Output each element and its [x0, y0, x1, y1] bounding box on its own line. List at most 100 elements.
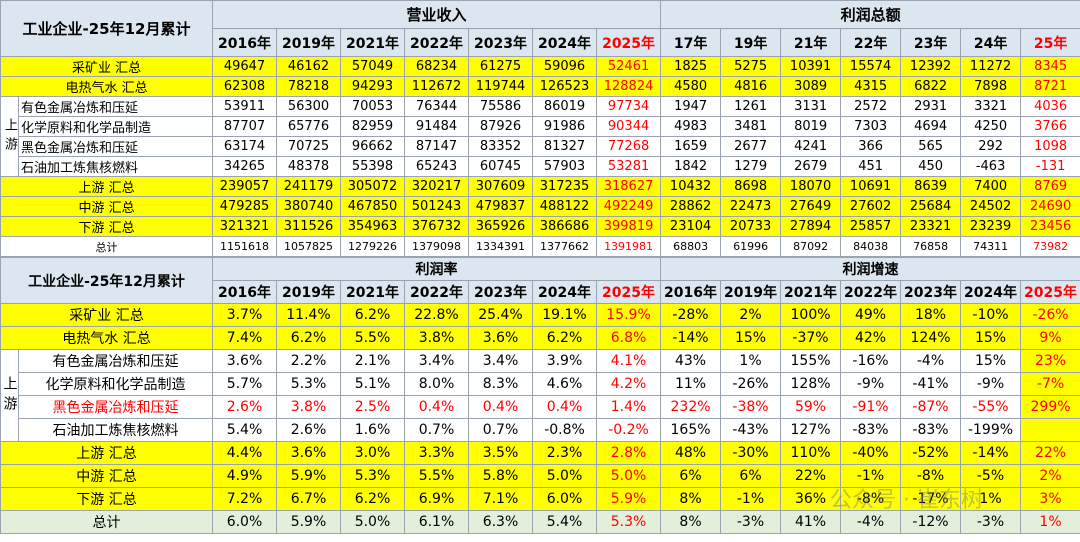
cell: -1% [840, 464, 902, 488]
cell: 3.0% [340, 441, 405, 465]
cell: 3321 [960, 96, 1022, 117]
year-header: 25年 [1020, 28, 1080, 57]
year-header: 2019年 [276, 280, 341, 304]
cell: 6% [660, 464, 722, 488]
cell: 1% [1020, 510, 1080, 534]
cell: 386686 [532, 216, 598, 237]
cell: 20733 [720, 216, 782, 237]
year-header: 2019年 [276, 28, 342, 57]
cell: 41% [780, 510, 842, 534]
cell: 3% [1020, 487, 1080, 511]
cell: 501243 [404, 196, 470, 217]
cell: 3.8% [276, 395, 341, 419]
data-row: 上游 汇总 4.4% 3.6% 3.0% 3.3% 3.5% 2.3% 2.8% 48% -30%… [0, 441, 1080, 465]
cell: 2.3% [532, 441, 597, 465]
cell: 2679 [780, 156, 842, 177]
cell: 320217 [404, 176, 470, 197]
cell: 27602 [840, 196, 902, 217]
row-label: 有色金属冶炼和压延 [18, 349, 213, 373]
data-row: 中游 汇总 4.9% 5.9% 5.3% 5.5% 5.8% 5.0% 5.0% 6% 6% 22%… [0, 464, 1080, 488]
cell: 0.4% [404, 395, 469, 419]
cell: 60745 [468, 156, 534, 177]
cell: 354963 [340, 216, 406, 237]
cell: 6.3% [468, 510, 533, 534]
cell: 305072 [340, 176, 406, 197]
cell: 11272 [960, 56, 1022, 77]
cell: 90344 [596, 116, 662, 137]
cell: 3481 [720, 116, 782, 137]
cell: 492249 [596, 196, 662, 217]
cell: 12392 [900, 56, 962, 77]
row-label: 中游 汇总 [0, 464, 213, 488]
cell: 488122 [532, 196, 598, 217]
cell: -87% [900, 395, 962, 419]
cell: 15574 [840, 56, 902, 77]
cell: 23321 [900, 216, 962, 237]
cell: -7% [1020, 372, 1080, 396]
cell: 0.4% [468, 395, 533, 419]
cell: 8345 [1020, 56, 1080, 77]
cell: 4036 [1020, 96, 1080, 117]
cell: 1279226 [340, 236, 406, 257]
cell: 81327 [532, 136, 598, 157]
cell: 5.0% [340, 510, 405, 534]
row-label: 化学原料和化学品制造 [17, 116, 214, 137]
year-header: 22年 [840, 28, 902, 57]
table-title: 工业企业-25年12月累计 [0, 257, 213, 304]
year-header: 21年 [780, 28, 842, 57]
cell: 4816 [720, 76, 782, 97]
cell: 65776 [276, 116, 342, 137]
year-row: 2016年 2019年 2021年 2022年 2023年 2024年 2025年 2016年… [1, 280, 1080, 304]
data-row: 电热气水 汇总 7.4% 6.2% 5.5% 3.8% 3.6% 6.2% 6.8% -14% 1… [0, 326, 1080, 350]
cell: 19.1% [532, 303, 597, 327]
cell: 2.6% [276, 418, 341, 442]
cell: 2% [720, 303, 782, 327]
cell: -28% [660, 303, 722, 327]
cell: 48% [660, 441, 722, 465]
cell: 7.1% [468, 487, 533, 511]
cell: 100% [780, 303, 842, 327]
cell: 321321 [212, 216, 278, 237]
data-row: 上游 有色金属冶炼和压延 3.6% 2.2% 2.1% 3.4% 3.4% 3.9% 4.1% 4… [0, 349, 1080, 442]
cell: -38% [720, 395, 782, 419]
header-row: 工业企业-25年12月累计 营业收入 利润总额 [0, 0, 1080, 57]
cell: 2% [1020, 464, 1080, 488]
cell: 8.3% [468, 372, 533, 396]
row-label: 下游 汇总 [0, 216, 214, 237]
cell: 78218 [276, 76, 342, 97]
cell: -4% [840, 510, 902, 534]
data-row: 上游 汇总 239057 241179 305072 320217 307609 31723… [0, 176, 1080, 197]
cell: 292 [960, 136, 1022, 157]
data-table: 工业企业-25年12月累计 营业收入 利润总额 2016年 2019年 2021年 2022… [0, 0, 1080, 257]
cell: 27894 [780, 216, 842, 237]
year-header: 2016年 [660, 280, 722, 304]
cell: 76858 [900, 236, 962, 257]
cell: 70053 [340, 96, 406, 117]
cell: 76344 [404, 96, 470, 117]
cell: 399819 [596, 216, 662, 237]
cell: -199% [960, 418, 1022, 442]
cell: -131 [1020, 156, 1080, 177]
cell: 9% [1020, 326, 1080, 350]
cell: 128% [780, 372, 842, 396]
row-label: 采矿业 汇总 [0, 56, 214, 77]
row-label: 石油加工炼焦核燃料 [18, 418, 213, 442]
cell: 467850 [340, 196, 406, 217]
row-label: 黑色金属冶炼和压延 [18, 395, 213, 419]
cell: -17% [900, 487, 962, 511]
row-label: 有色金属冶炼和压延 [17, 96, 214, 117]
data-row: 化学原料和化学品制造 5.7% 5.3% 5.1% 8.0% 8.3% 4.6% 4.2% 11… [1, 372, 1080, 396]
cell: 46162 [276, 56, 342, 77]
cell: 6822 [900, 76, 962, 97]
cell: 15% [960, 349, 1022, 373]
cell: 110% [780, 441, 842, 465]
cell: -0.8% [532, 418, 597, 442]
data-row: 采矿业 汇总 49647 46162 57049 68234 61275 59096 5246… [0, 56, 1080, 77]
cell: 23104 [660, 216, 722, 237]
cell: -30% [720, 441, 782, 465]
cell: 22.8% [404, 303, 469, 327]
cell: -40% [840, 441, 902, 465]
cell: 0.7% [404, 418, 469, 442]
cell: 82959 [340, 116, 406, 137]
